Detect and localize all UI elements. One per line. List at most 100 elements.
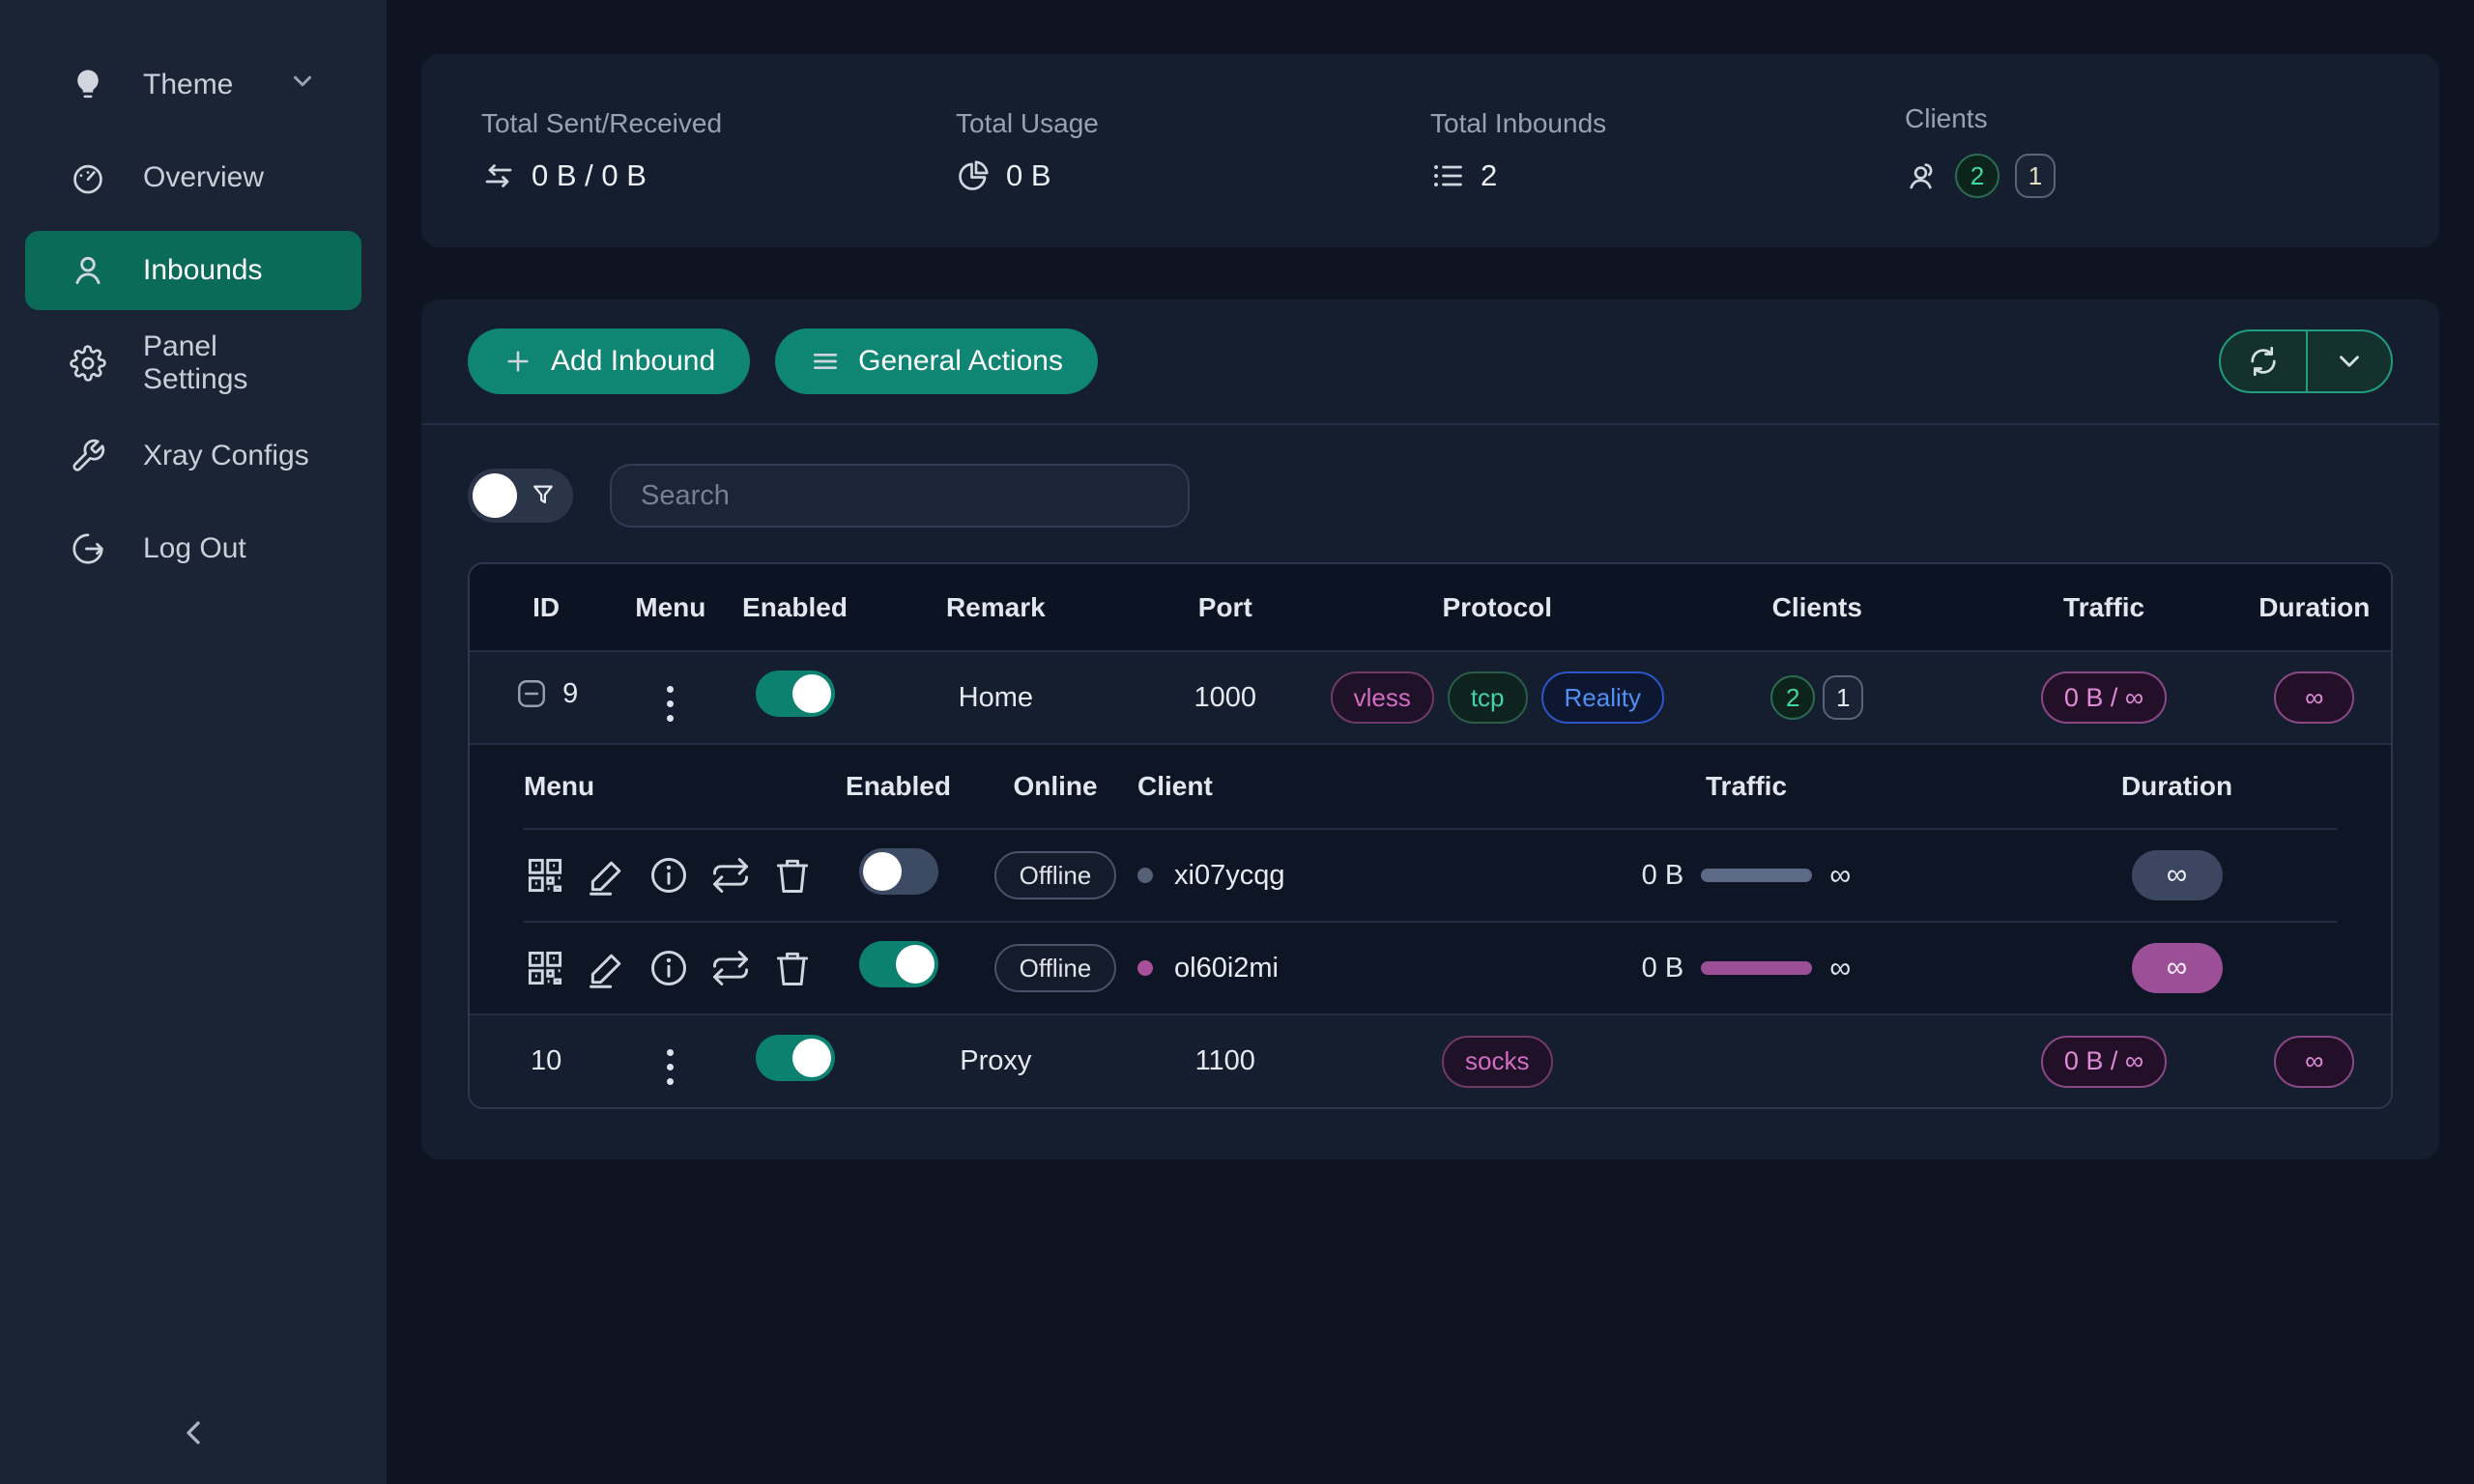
client-status-badge: Offline — [993, 944, 1117, 992]
client-traffic-used: 0 B — [1641, 859, 1684, 891]
row-remark: Home — [871, 650, 1120, 744]
client-enabled-toggle[interactable] — [858, 941, 938, 987]
stat-value: 0 B — [1006, 158, 1051, 192]
delete-icon[interactable] — [771, 947, 814, 989]
info-icon[interactable] — [647, 947, 690, 989]
sidebar-collapse-button[interactable] — [174, 1413, 213, 1457]
sidebar-item-overview[interactable]: Overview — [25, 138, 361, 217]
chevron-left-icon — [187, 1421, 200, 1444]
logout-icon — [70, 530, 106, 567]
stat-total-sent-received: Total Sent/Received 0 B / 0 B — [481, 108, 956, 193]
edit-icon[interactable] — [586, 854, 628, 897]
sidebar-item-label: Theme — [143, 69, 234, 100]
reset-traffic-icon[interactable] — [709, 947, 752, 989]
edit-icon[interactable] — [586, 947, 628, 989]
collapse-row-icon[interactable] — [514, 676, 549, 711]
refresh-button[interactable] — [2221, 331, 2306, 391]
client-duration-badge: ∞ — [2131, 943, 2223, 993]
col-duration: Duration — [2120, 771, 2233, 801]
sidebar-item-theme[interactable]: Theme — [25, 45, 361, 125]
qrcode-icon[interactable] — [524, 947, 566, 989]
client-traffic-bar — [1701, 869, 1813, 882]
client-enabled-toggle[interactable] — [858, 848, 938, 895]
client-color-dot — [1137, 960, 1153, 976]
stat-clients: Clients 2 1 — [1905, 103, 2379, 198]
col-menu: Menu — [524, 771, 595, 801]
protocol-badge: socks — [1442, 1035, 1553, 1088]
gear-icon — [70, 345, 106, 382]
stat-label: Clients — [1905, 103, 1988, 133]
row-duration-badge: ∞ — [2274, 1035, 2355, 1088]
client-subtable-row: Menu Enabled Online Client Traffic Durat… — [470, 743, 2391, 1014]
stat-value: 0 B / 0 B — [532, 158, 647, 192]
row-id: 9 — [562, 677, 579, 709]
add-inbound-button[interactable]: Add Inbound — [468, 328, 751, 394]
main-content: Total Sent/Received 0 B / 0 B Total Usag… — [387, 0, 2474, 1159]
client-name: ol60i2mi — [1174, 952, 1279, 984]
client-traffic-used: 0 B — [1641, 952, 1684, 984]
info-icon[interactable] — [647, 854, 690, 897]
toolbar-divider — [421, 423, 2439, 425]
client-traffic-limit: ∞ — [1829, 951, 1852, 985]
sidebar-item-label: Xray Configs — [143, 440, 309, 471]
clients-deactive-badge: 1 — [2015, 154, 2056, 198]
row-enabled-toggle[interactable] — [755, 1034, 835, 1081]
row-port: 1100 — [1119, 1013, 1331, 1107]
lightbulb-icon — [70, 67, 106, 103]
chevron-down-icon — [288, 67, 317, 103]
col-online: Online — [1013, 771, 1098, 801]
stat-value: 2 — [1481, 158, 1498, 192]
table-row: 10 Proxy 1100 socks 0 B / ∞ ∞ — [470, 1013, 2391, 1107]
pie-chart-icon — [956, 158, 991, 193]
reset-traffic-icon[interactable] — [709, 854, 752, 897]
col-remark: Remark — [871, 564, 1120, 651]
sidebar-item-label: Overview — [143, 161, 265, 193]
client-traffic-limit: ∞ — [1829, 858, 1852, 892]
general-actions-button[interactable]: General Actions — [775, 328, 1098, 394]
inbounds-table: ID Menu Enabled Remark Port Protocol Cli… — [468, 562, 2393, 1109]
col-protocol: Protocol — [1330, 564, 1664, 651]
sidebar-item-inbounds[interactable]: Inbounds — [25, 231, 361, 310]
inbounds-panel: Add Inbound General Actions — [421, 300, 2439, 1159]
search-input[interactable] — [610, 464, 1190, 528]
refresh-menu-button[interactable] — [2306, 331, 2391, 391]
col-traffic: Traffic — [1705, 771, 1788, 801]
chevron-down-icon — [2340, 356, 2359, 367]
row-port: 1000 — [1119, 650, 1331, 744]
row-menu-button[interactable] — [661, 1043, 679, 1091]
client-duration-badge: ∞ — [2131, 850, 2223, 900]
plus-icon — [503, 346, 533, 377]
stat-total-usage: Total Usage 0 B — [956, 108, 1430, 193]
transfer-arrows-icon — [481, 158, 516, 193]
search-row — [421, 425, 2439, 555]
toggle-knob — [473, 473, 517, 518]
stat-label: Total Inbounds — [1430, 108, 1607, 138]
user-icon — [70, 252, 106, 289]
row-traffic-badge: 0 B / ∞ — [2040, 671, 2168, 724]
col-id: ID — [470, 564, 623, 651]
stat-total-inbounds: Total Inbounds 2 — [1430, 108, 1905, 193]
col-enabled: Enabled — [846, 771, 951, 801]
row-enabled-toggle[interactable] — [755, 671, 835, 717]
row-id: 10 — [470, 1013, 623, 1107]
client-status-badge: Offline — [993, 851, 1117, 899]
row-traffic-badge: 0 B / ∞ — [2040, 1035, 2168, 1088]
delete-icon[interactable] — [771, 854, 814, 897]
sidebar-item-xray-configs[interactable]: Xray Configs — [25, 416, 361, 496]
col-clients: Clients — [1664, 564, 1971, 651]
toolbar: Add Inbound General Actions — [421, 300, 2439, 423]
filter-toggle[interactable] — [468, 469, 573, 523]
qrcode-icon[interactable] — [524, 854, 566, 897]
sidebar-item-panel-settings[interactable]: Panel Settings — [25, 324, 361, 403]
col-client: Client — [1137, 771, 1213, 801]
table-row: 9 Home 1000 vless tcp Reality — [470, 650, 2391, 744]
col-menu: Menu — [622, 564, 719, 651]
row-remark: Proxy — [871, 1013, 1120, 1107]
row-menu-button[interactable] — [661, 680, 679, 728]
sidebar-item-log-out[interactable]: Log Out — [25, 509, 361, 588]
hamburger-icon — [810, 346, 841, 377]
protocol-badge: vless — [1330, 671, 1434, 724]
client-table-header: Menu Enabled Online Client Traffic Durat… — [524, 745, 2337, 828]
col-enabled: Enabled — [718, 564, 872, 651]
client-row: Offline ol60i2mi 0 B ∞ — [524, 921, 2337, 1013]
